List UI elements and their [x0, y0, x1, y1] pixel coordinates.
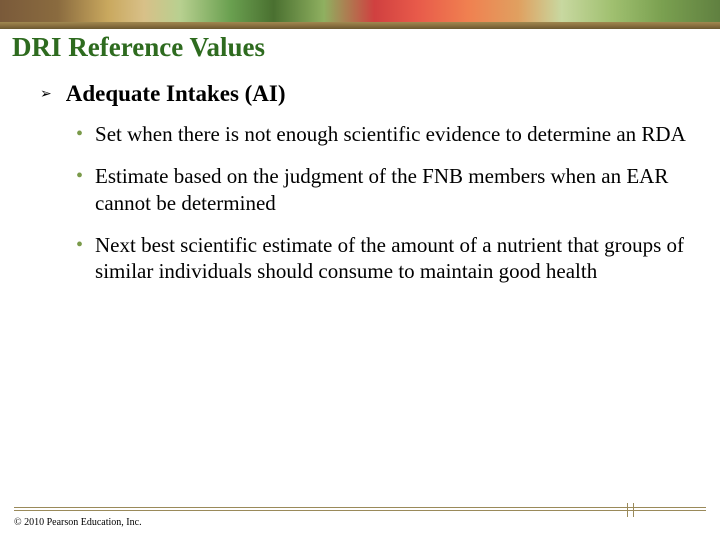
bullet-level1: ➢ Adequate Intakes (AI)	[40, 81, 692, 107]
header-banner	[0, 0, 720, 22]
level2-text: Next best scientific estimate of the amo…	[95, 232, 692, 285]
level1-text: Adequate Intakes (AI)	[66, 81, 286, 107]
dot-bullet-icon: •	[76, 163, 83, 189]
level2-text: Estimate based on the judgment of the FN…	[95, 163, 692, 216]
arrow-bullet-icon: ➢	[40, 86, 52, 103]
bullet-level2: • Set when there is not enough scientifi…	[76, 121, 692, 147]
bullet-level2: • Estimate based on the judgment of the …	[76, 163, 692, 216]
dot-bullet-icon: •	[76, 232, 83, 258]
bullet-level2: • Next best scientific estimate of the a…	[76, 232, 692, 285]
dot-bullet-icon: •	[76, 121, 83, 147]
level2-text: Set when there is not enough scientific …	[95, 121, 686, 147]
copyright-text: © 2010 Pearson Education, Inc.	[0, 515, 720, 528]
footer-divider	[14, 507, 706, 513]
slide-content: ➢ Adequate Intakes (AI) • Set when there…	[0, 63, 720, 284]
slide-footer: © 2010 Pearson Education, Inc.	[0, 507, 720, 528]
